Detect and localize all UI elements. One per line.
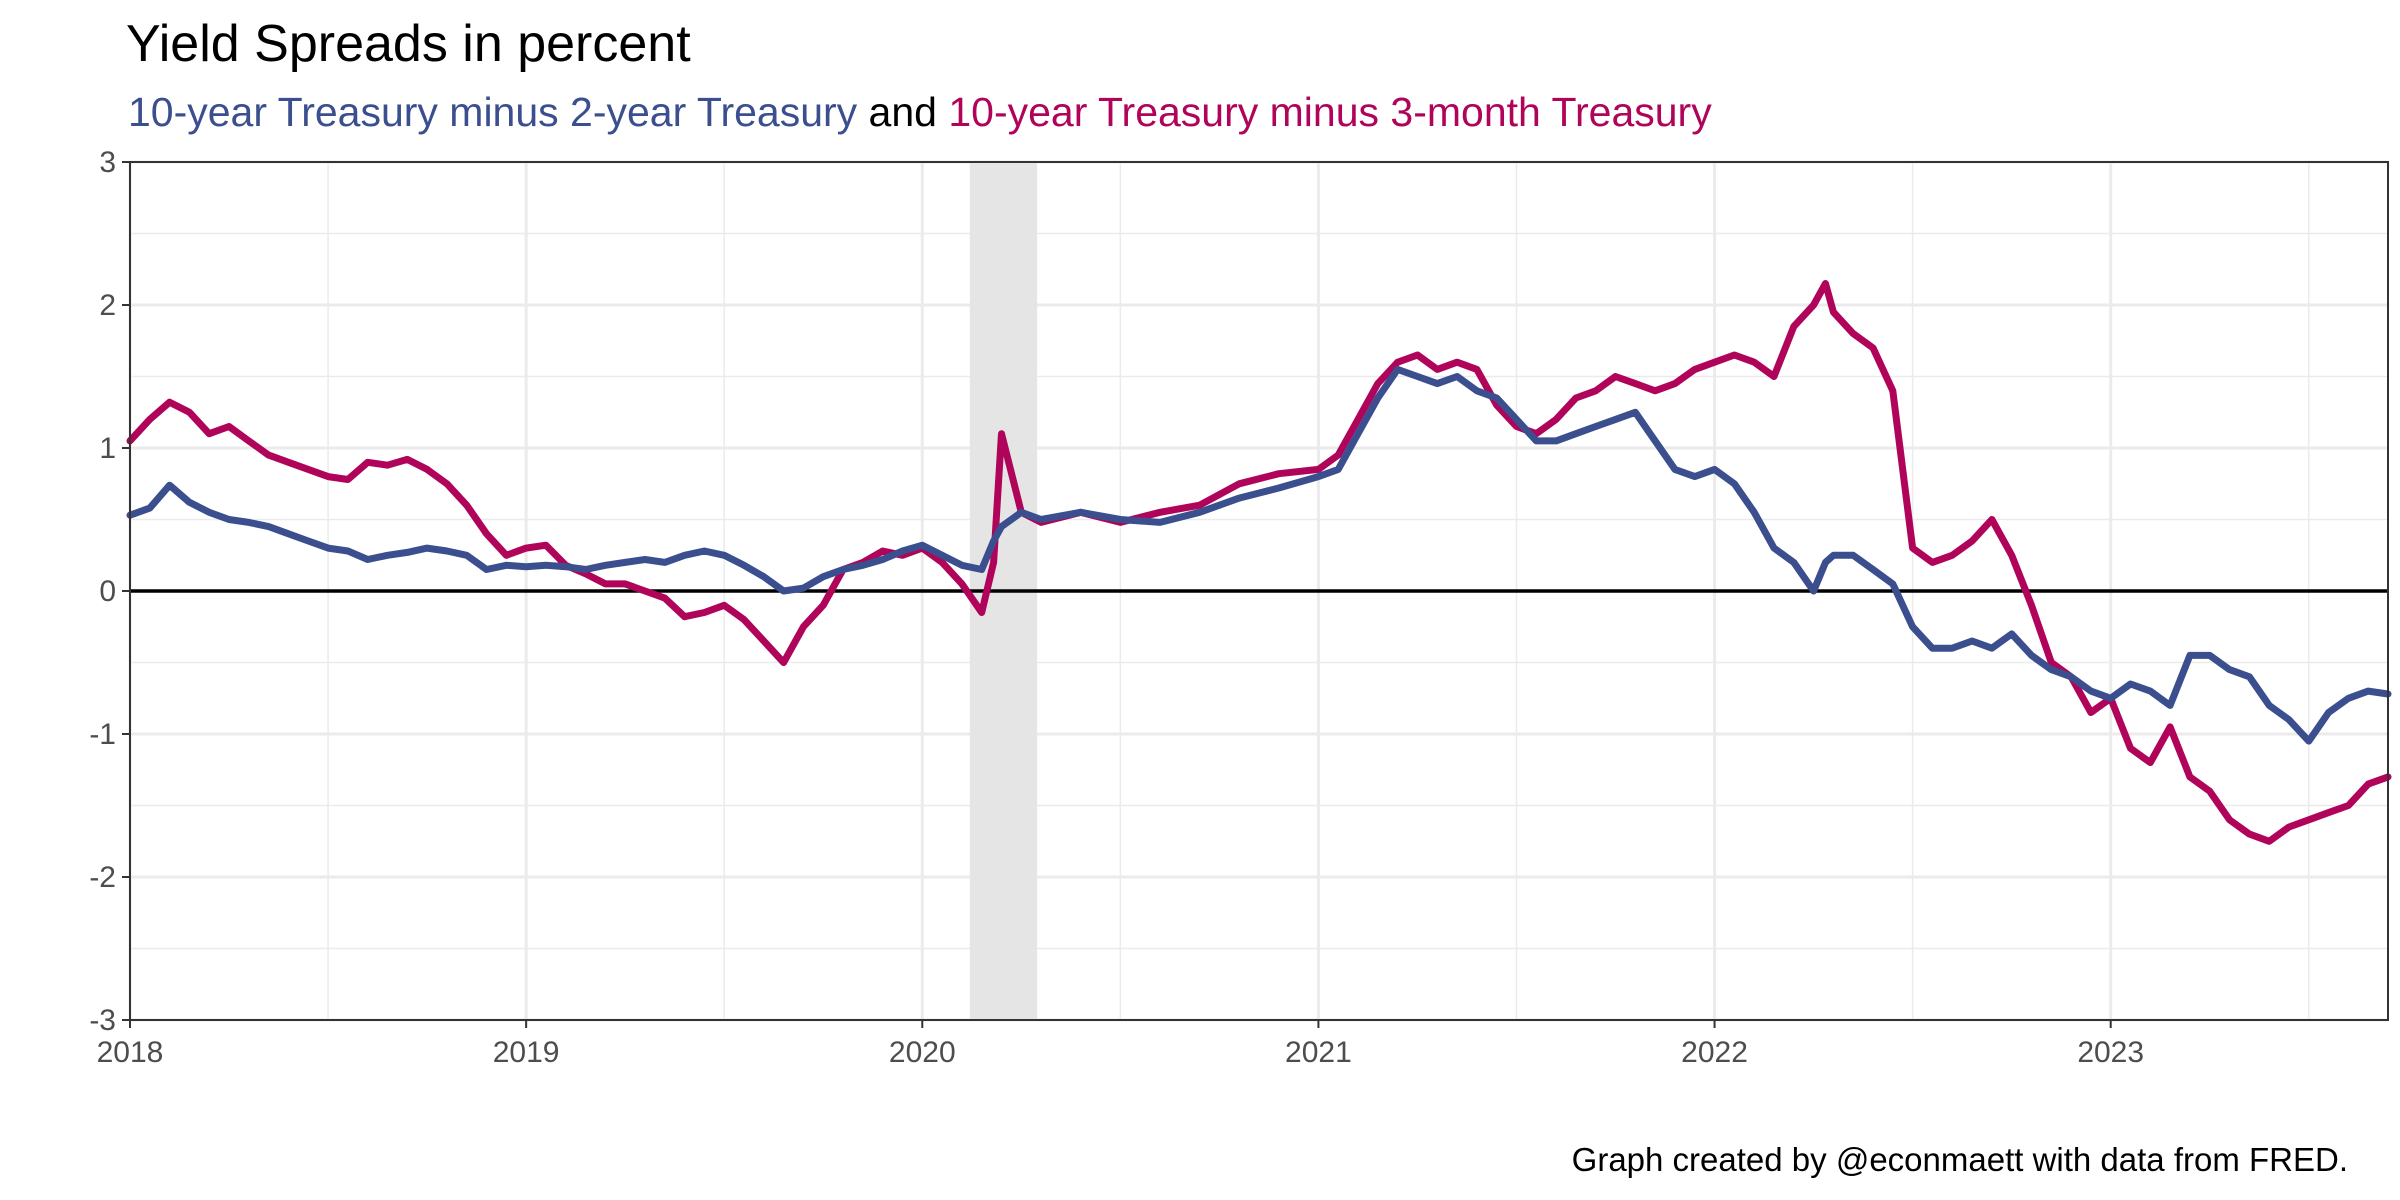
y-tick-label: 0 bbox=[99, 575, 116, 608]
chart-title: Yield Spreads in percent bbox=[126, 15, 691, 73]
subtitle-series-2y: 10-year Treasury minus 2-year Treasury bbox=[128, 89, 858, 135]
x-tick-label: 2019 bbox=[493, 1036, 560, 1069]
chart-subtitle: 10-year Treasury minus 2-year Treasury a… bbox=[128, 86, 1712, 138]
y-tick-label: 1 bbox=[99, 432, 116, 465]
y-tick-label: 2 bbox=[99, 289, 116, 322]
subtitle-series-3m: 10-year Treasury minus 3-month Treasury bbox=[948, 89, 1712, 135]
x-axis-ticks: 2018 2019 2020 2021 2022 2023 bbox=[97, 1020, 2144, 1069]
y-tick-label: -1 bbox=[89, 718, 116, 751]
subtitle-connector: and bbox=[857, 89, 949, 135]
x-tick-label: 2018 bbox=[97, 1036, 164, 1069]
x-tick-label: 2023 bbox=[2077, 1036, 2144, 1069]
y-tick-label: -2 bbox=[89, 861, 116, 894]
chart-caption: Graph created by @econmaett with data fr… bbox=[1571, 1141, 2348, 1178]
y-tick-label: 3 bbox=[99, 146, 116, 179]
x-tick-label: 2021 bbox=[1285, 1036, 1352, 1069]
series-layer bbox=[126, 280, 2392, 845]
y-tick-label: -3 bbox=[89, 1004, 116, 1037]
y-axis-ticks: 3 2 1 0 -1 -2 -3 bbox=[89, 146, 130, 1037]
series-line-10y-minus-2y bbox=[126, 365, 2392, 745]
series-line-10y-minus-3m bbox=[126, 280, 2392, 845]
x-tick-label: 2020 bbox=[889, 1036, 956, 1069]
x-tick-label: 2022 bbox=[1681, 1036, 1748, 1069]
